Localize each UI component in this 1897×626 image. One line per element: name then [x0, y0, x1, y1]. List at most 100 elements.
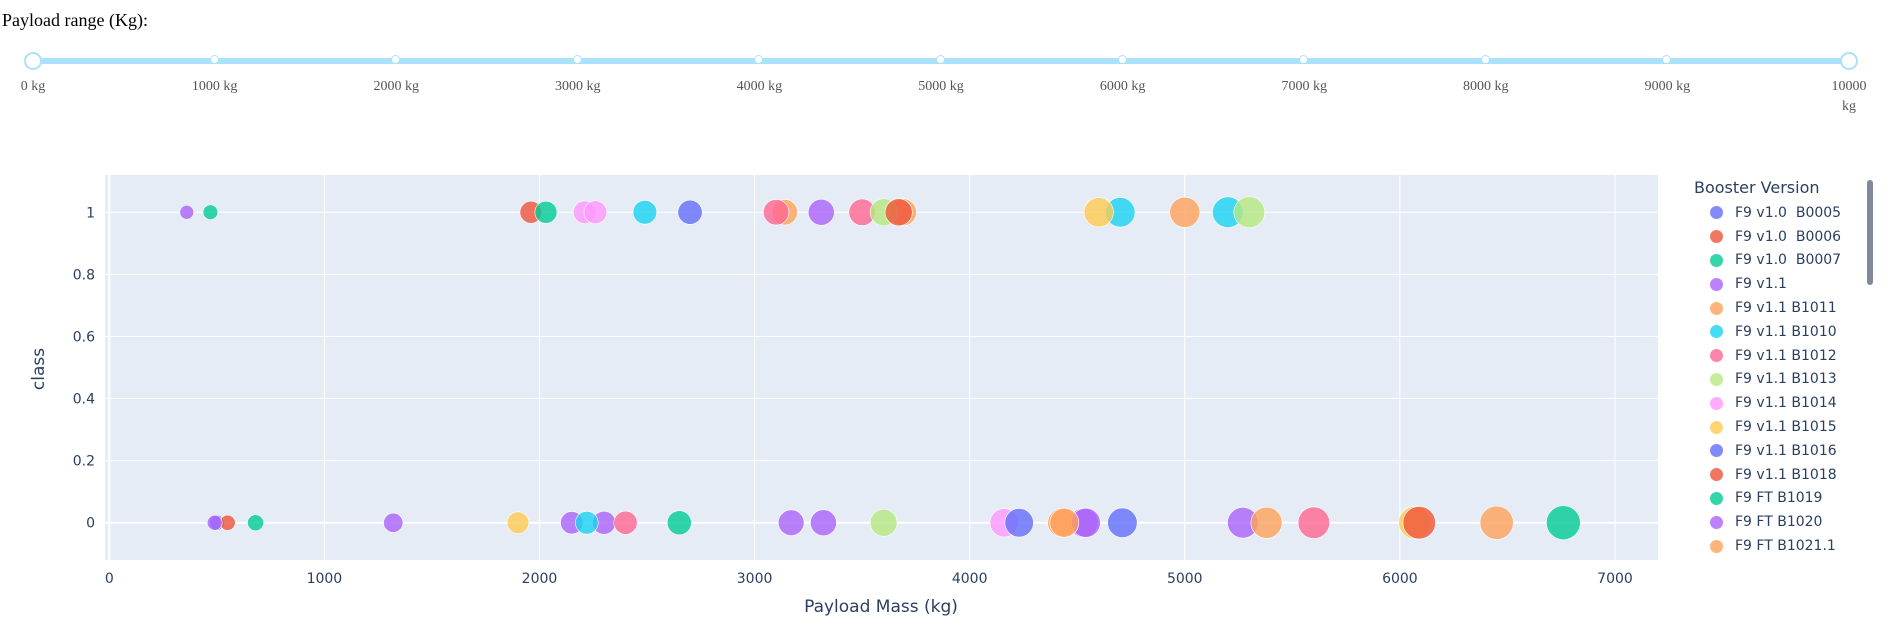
- legend-item[interactable]: F9 v1.1 B1013: [1690, 368, 1865, 392]
- legend-marker-icon: [1710, 491, 1723, 505]
- legend-item[interactable]: F9 v1.0 B0006: [1690, 225, 1865, 249]
- legend-item[interactable]: F9 v1.0 B0007: [1690, 249, 1865, 273]
- slider-handle-min[interactable]: [24, 52, 42, 70]
- legend-item[interactable]: F9 v1.1 B1010: [1690, 320, 1865, 344]
- legend-item-label: F9 FT B1019: [1735, 490, 1823, 507]
- data-point[interactable]: [1479, 505, 1514, 540]
- legend-marker-icon: [1710, 206, 1723, 220]
- x-tick-label: 5000: [1167, 571, 1203, 587]
- x-tick-label: 1000: [307, 571, 343, 587]
- y-tick-label: 0.8: [73, 267, 95, 283]
- slider-step-dot[interactable]: [572, 55, 582, 64]
- legend-item[interactable]: F9 FT B1019: [1690, 487, 1865, 511]
- slider-step-dot[interactable]: [754, 55, 764, 64]
- data-point[interactable]: [810, 509, 837, 537]
- legend-marker-icon: [1710, 277, 1723, 291]
- data-point[interactable]: [869, 508, 898, 537]
- legend-title: Booster Version: [1694, 178, 1820, 197]
- slider-step-dot[interactable]: [1662, 55, 1672, 64]
- legend-item[interactable]: F9 v1.1 B1012: [1690, 344, 1865, 368]
- legend-marker-icon: [1710, 444, 1723, 458]
- data-point[interactable]: [666, 510, 692, 536]
- legend-item-label: F9 v1.1 B1013: [1735, 371, 1837, 388]
- x-tick-label: 3000: [737, 571, 773, 587]
- legend-item[interactable]: F9 v1.1 B1011: [1690, 296, 1865, 320]
- legend-item-label: F9 v1.1 B1010: [1735, 323, 1837, 340]
- y-tick-label: 0.4: [73, 392, 95, 408]
- slider-step-dot[interactable]: [209, 55, 219, 64]
- data-point[interactable]: [1233, 196, 1266, 229]
- x-tick-labels: 0 1000 2000 3000 4000 5000 6000 7000: [105, 571, 1633, 587]
- legend-item[interactable]: F9 v1.0 B0005: [1690, 201, 1865, 225]
- x-tick-label: 2000: [522, 571, 558, 587]
- data-point[interactable]: [1107, 507, 1138, 538]
- data-point[interactable]: [575, 511, 599, 535]
- data-point[interactable]: [632, 200, 658, 225]
- legend-item[interactable]: F9 v1.1 B1014: [1690, 391, 1865, 415]
- data-point[interactable]: [1169, 196, 1201, 228]
- data-point[interactable]: [202, 204, 219, 220]
- slider-step-dot[interactable]: [391, 55, 401, 64]
- slider-mark-label: 0 kg: [20, 79, 46, 94]
- slider-mark-label: 2000 kg: [373, 79, 419, 94]
- legend-marker-icon: [1710, 420, 1723, 434]
- data-point[interactable]: [583, 200, 608, 225]
- data-point[interactable]: [247, 514, 264, 532]
- data-point[interactable]: [1402, 506, 1436, 540]
- y-tick-label: 0: [86, 516, 95, 532]
- data-point[interactable]: [677, 199, 703, 225]
- data-point[interactable]: [383, 512, 404, 533]
- slider-mark-label: 3000 kg: [555, 79, 601, 94]
- data-point[interactable]: [884, 198, 913, 227]
- data-point[interactable]: [1004, 508, 1034, 538]
- slider-mark-label: 6000 kg: [1099, 79, 1146, 94]
- legend-marker-icon: [1710, 301, 1723, 315]
- legend-item-label: F9 FT B1020: [1735, 514, 1823, 531]
- slider-step-dot[interactable]: [1117, 55, 1127, 64]
- slider-handle-max[interactable]: [1840, 52, 1858, 70]
- data-point[interactable]: [807, 198, 835, 226]
- slider-mark-label: 1000 kg: [191, 79, 238, 94]
- legend-marker-icon: [1710, 468, 1723, 482]
- data-point[interactable]: [1049, 507, 1080, 538]
- legend-item-label: F9 v1.0 B0007: [1735, 252, 1842, 269]
- y-tick-label: 1: [86, 205, 95, 221]
- slider-step-dot[interactable]: [1480, 55, 1490, 64]
- slider-step-dot[interactable]: [936, 55, 945, 64]
- data-point[interactable]: [179, 204, 195, 220]
- legend-item[interactable]: F9 v1.1 B1018: [1690, 463, 1865, 487]
- data-point[interactable]: [777, 509, 805, 536]
- legend-item-label: F9 FT B1021.1: [1735, 538, 1836, 555]
- legend-item-label: F9 v1.0 B0006: [1735, 228, 1842, 245]
- legend-item[interactable]: F9 v1.1 B1015: [1690, 415, 1865, 439]
- legend-scrollbar[interactable]: [1867, 180, 1873, 285]
- legend: Booster Version F9 v1.0 B0005 F9 v1.0 B00…: [1690, 178, 1865, 568]
- slider-mark-label: 8000 kg: [1463, 79, 1509, 94]
- slider-title: Payload range (Kg):: [2, 10, 148, 30]
- data-point[interactable]: [1250, 506, 1283, 539]
- data-point[interactable]: [534, 200, 558, 224]
- x-gridlines: [108, 175, 1616, 560]
- slider-mark-label: 5000 kg: [918, 79, 964, 94]
- data-point[interactable]: [1297, 506, 1330, 539]
- data-point[interactable]: [206, 514, 223, 531]
- legend-marker-icon: [1710, 396, 1723, 410]
- legend-item[interactable]: F9 v1.1: [1690, 272, 1865, 296]
- data-point[interactable]: [1083, 197, 1114, 228]
- x-axis-label: Payload Mass (kg): [804, 597, 958, 617]
- slider-step-dot[interactable]: [1299, 55, 1309, 64]
- legend-marker-icon: [1710, 349, 1723, 363]
- legend-marker-icon: [1710, 515, 1723, 529]
- legend-item[interactable]: F9 FT B1021.1: [1690, 534, 1865, 558]
- data-point[interactable]: [1546, 505, 1581, 541]
- legend-item-label: F9 v1.1 B1014: [1735, 395, 1837, 412]
- data-point[interactable]: [763, 199, 790, 226]
- data-points: [179, 196, 1581, 541]
- data-point[interactable]: [613, 510, 638, 535]
- legend-marker-icon: [1710, 372, 1723, 386]
- payload-range-slider[interactable]: 0 kg 1000 kg 2000 kg 3000 kg 4000 kg 5000 kg 6…: [0, 45, 1897, 114]
- y-tick-labels: 0 0.2 0.4 0.6 0.8 1: [73, 205, 95, 531]
- data-point[interactable]: [506, 511, 530, 534]
- legend-item[interactable]: F9 v1.1 B1016: [1690, 439, 1865, 463]
- legend-item[interactable]: F9 FT B1020: [1690, 510, 1865, 534]
